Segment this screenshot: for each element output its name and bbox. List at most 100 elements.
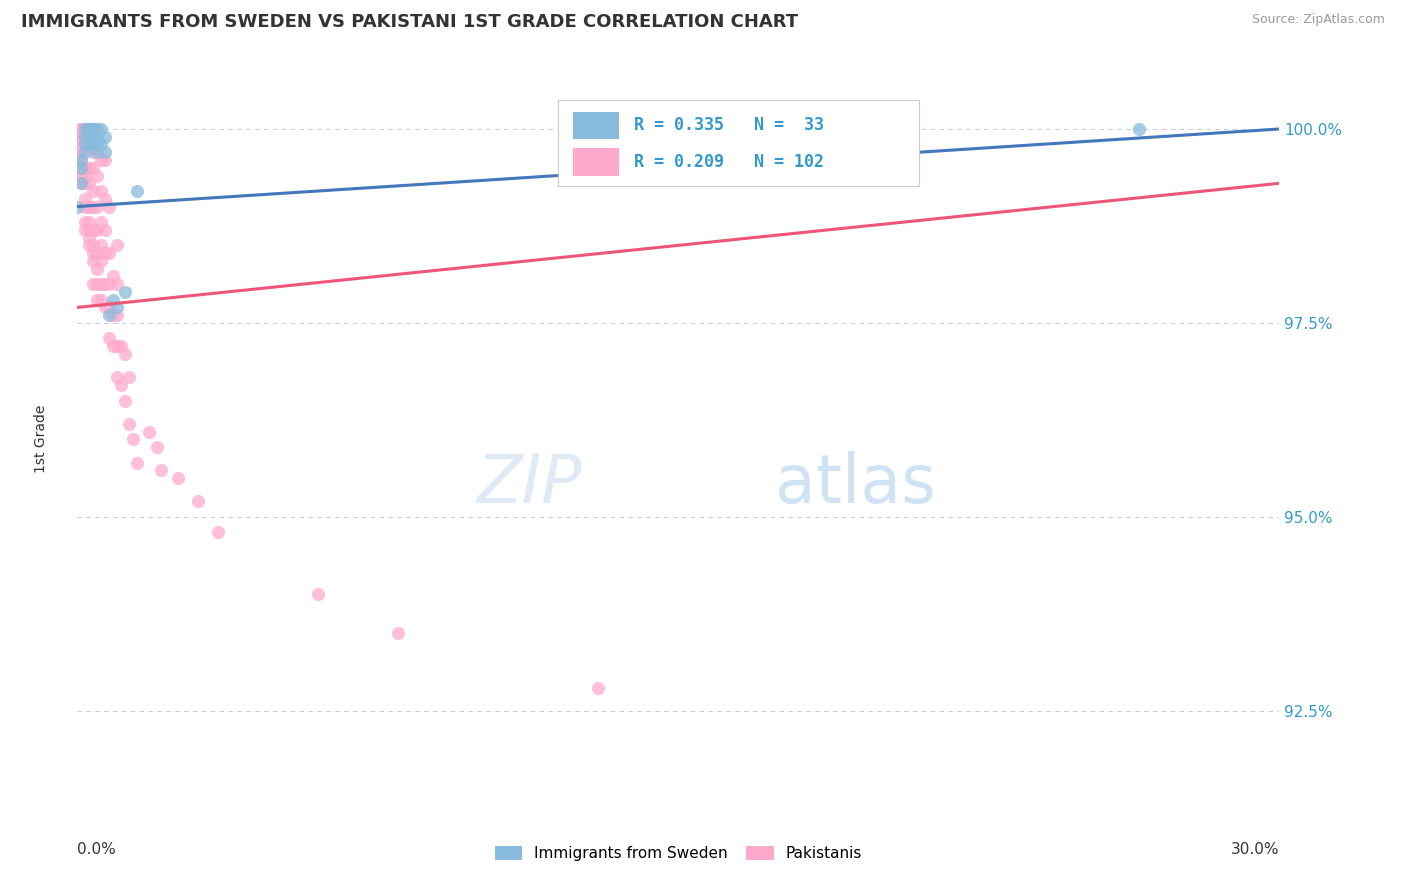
Point [79, 122, 101, 136]
Point [70, 122, 93, 136]
Text: ZIP: ZIP [477, 451, 582, 517]
Point [86, 246, 108, 260]
Point [82, 246, 104, 260]
Point [70, 153, 93, 167]
Point [90, 122, 112, 136]
Point [82, 129, 104, 144]
Point [79, 137, 101, 152]
Point [70, 169, 93, 183]
Point [94, 129, 117, 144]
Point [79, 122, 101, 136]
Point [138, 425, 160, 439]
Point [150, 463, 173, 477]
Point [75, 192, 97, 206]
Point [307, 587, 329, 601]
Point [79, 122, 101, 136]
Point [94, 192, 117, 206]
Point [75, 122, 97, 136]
Point [82, 129, 104, 144]
Point [110, 339, 132, 353]
Point [70, 137, 93, 152]
Point [66, 137, 89, 152]
Point [70, 129, 93, 144]
Text: 1st Grade: 1st Grade [34, 405, 48, 474]
Point [98, 301, 121, 315]
Point [75, 137, 97, 152]
Point [122, 433, 145, 447]
Text: 30.0%: 30.0% [1232, 841, 1279, 856]
Point [98, 277, 121, 292]
Point [90, 153, 112, 167]
Point [79, 122, 101, 136]
Point [79, 129, 101, 144]
Point [70, 129, 93, 144]
Point [90, 238, 112, 252]
Point [70, 145, 93, 160]
Point [70, 176, 93, 190]
Point [79, 200, 101, 214]
Point [166, 471, 188, 485]
Text: R = 0.335   N =  33: R = 0.335 N = 33 [634, 116, 824, 135]
Point [79, 230, 101, 244]
Point [75, 122, 97, 136]
FancyBboxPatch shape [572, 112, 620, 139]
Point [98, 308, 121, 322]
Point [86, 223, 108, 237]
Point [79, 215, 101, 229]
Text: R = 0.209   N = 102: R = 0.209 N = 102 [634, 153, 824, 171]
Point [107, 339, 129, 353]
Point [75, 176, 97, 190]
Point [94, 277, 117, 292]
Point [70, 137, 93, 152]
Point [79, 161, 101, 175]
Point [75, 223, 97, 237]
Point [70, 122, 93, 136]
Point [103, 308, 125, 322]
FancyBboxPatch shape [558, 101, 920, 186]
Point [70, 122, 93, 136]
Point [94, 153, 117, 167]
Point [79, 122, 101, 136]
Point [146, 440, 169, 454]
Point [70, 161, 93, 175]
Point [90, 277, 112, 292]
Point [118, 417, 141, 431]
Point [207, 525, 229, 540]
Text: IMMIGRANTS FROM SWEDEN VS PAKISTANI 1ST GRADE CORRELATION CHART: IMMIGRANTS FROM SWEDEN VS PAKISTANI 1ST … [21, 13, 799, 31]
Point [66, 153, 89, 167]
Point [82, 161, 104, 175]
Point [98, 331, 121, 345]
Point [103, 293, 125, 307]
Point [86, 293, 108, 307]
Point [110, 378, 132, 392]
Point [98, 246, 121, 260]
Point [79, 137, 101, 152]
Point [75, 137, 97, 152]
Point [66, 200, 89, 214]
Point [103, 269, 125, 284]
Point [107, 277, 129, 292]
Point [70, 176, 93, 190]
Point [103, 339, 125, 353]
FancyBboxPatch shape [572, 148, 620, 176]
Point [107, 308, 129, 322]
Point [86, 145, 108, 160]
Point [107, 238, 129, 252]
Point [90, 253, 112, 268]
Point [66, 129, 89, 144]
Point [75, 215, 97, 229]
Point [75, 145, 97, 160]
Point [86, 145, 108, 160]
Legend: Immigrants from Sweden, Pakistanis: Immigrants from Sweden, Pakistanis [488, 840, 869, 867]
Point [114, 393, 136, 408]
Point [98, 200, 121, 214]
Point [86, 122, 108, 136]
Point [70, 145, 93, 160]
Text: atlas: atlas [775, 451, 935, 517]
Point [75, 129, 97, 144]
Point [90, 137, 112, 152]
Point [114, 347, 136, 361]
Point [107, 301, 129, 315]
Point [127, 184, 149, 198]
Point [75, 129, 97, 144]
